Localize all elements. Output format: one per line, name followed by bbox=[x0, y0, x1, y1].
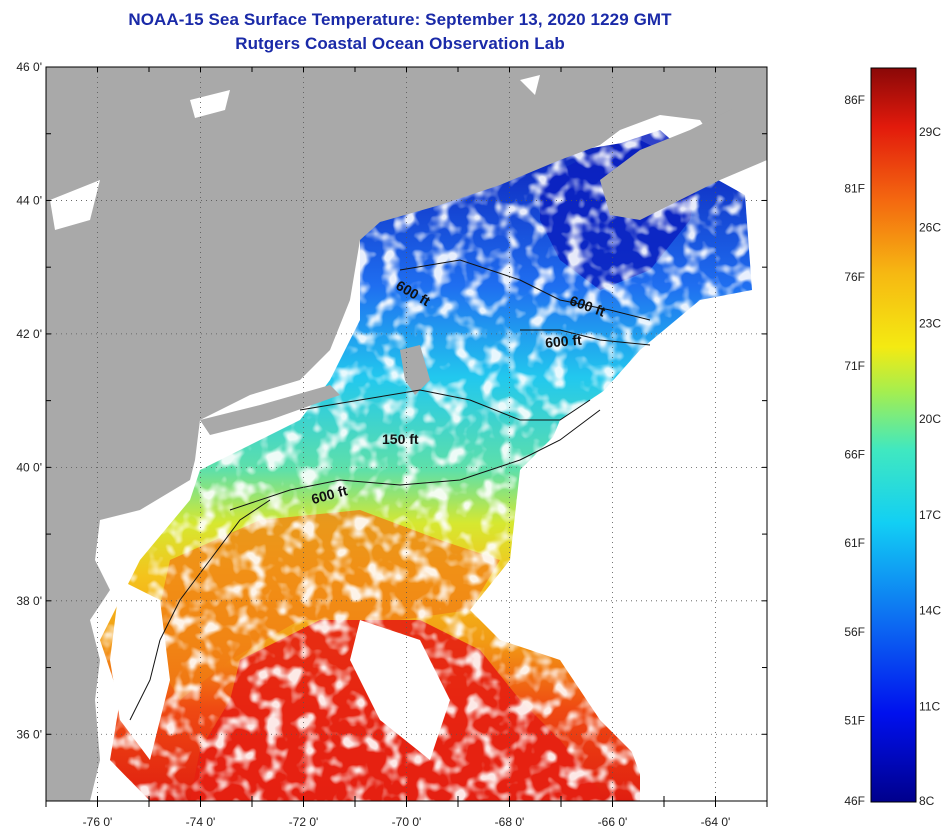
colorbar-fahrenheit-label: 71F bbox=[844, 359, 865, 373]
land-cape-cod bbox=[400, 345, 430, 395]
colorbar-celsius-label: 11C bbox=[919, 699, 940, 713]
colorbar-gradient bbox=[870, 67, 917, 803]
lat-label: 36 0' bbox=[16, 727, 42, 741]
colorbar-fahrenheit-label: 51F bbox=[844, 713, 865, 727]
lat-lon-grid bbox=[46, 67, 767, 801]
lon-label: -66 0' bbox=[598, 815, 628, 829]
map-subtitle: Rutgers Coastal Ocean Observation Lab bbox=[235, 34, 565, 53]
lat-label: 40 0' bbox=[16, 460, 42, 474]
lat-label: 38 0' bbox=[16, 594, 42, 608]
lon-label: -70 0' bbox=[392, 815, 422, 829]
depth-contours bbox=[129, 259, 651, 721]
lon-label: -64 0' bbox=[701, 815, 731, 829]
colorbar-fahrenheit-label: 76F bbox=[844, 270, 865, 284]
colorbar-fahrenheit-label: 86F bbox=[844, 93, 865, 107]
colorbar-fahrenheit-label: 81F bbox=[844, 182, 865, 196]
cloud-region-south bbox=[350, 620, 450, 760]
colorbar-celsius-label: 29C bbox=[919, 125, 941, 139]
lat-label: 44 0' bbox=[16, 193, 42, 207]
colorbar-labels: 86F 81F 76F 71F 66F 61F 56F 51F 46F 29C 26C 23C 20C 1… bbox=[844, 93, 941, 808]
axis-labels: 46 0' 44 0' 42 0' 40 0' 38 0' 36 0' -76 0' -74 … bbox=[16, 60, 768, 829]
land-us-east-coast bbox=[46, 67, 767, 801]
lat-label: 46 0' bbox=[16, 60, 42, 74]
lat-label: 42 0' bbox=[16, 327, 42, 341]
colorbar-celsius-label: 20C bbox=[919, 412, 941, 426]
lon-label: -72 0' bbox=[289, 815, 319, 829]
contour-label-600ft-c: 600 ft bbox=[544, 332, 582, 351]
lon-label: -74 0' bbox=[186, 815, 216, 829]
lon-label: -68 0' bbox=[495, 815, 525, 829]
land-long-island bbox=[200, 385, 340, 435]
land-nova-scotia bbox=[600, 100, 767, 220]
lon-label: -76 0' bbox=[83, 815, 113, 829]
map-title: NOAA-15 Sea Surface Temperature: Septemb… bbox=[128, 10, 672, 29]
colorbar-celsius-label: 14C bbox=[919, 604, 941, 618]
colorbar-fahrenheit-label: 61F bbox=[844, 536, 865, 550]
colorbar-fahrenheit-label: 66F bbox=[844, 448, 865, 462]
colorbar-fahrenheit-label: 46F bbox=[844, 794, 865, 808]
cloud-region-east bbox=[520, 350, 767, 801]
contour-label-150ft: 150 ft bbox=[382, 431, 419, 447]
colorbar-celsius-label: 23C bbox=[919, 316, 941, 330]
colorbar-fahrenheit-label: 56F bbox=[844, 625, 865, 639]
colorbar-celsius-label: 26C bbox=[919, 221, 941, 235]
colorbar-celsius-label: 17C bbox=[919, 508, 941, 522]
colorbar-celsius-label: 8C bbox=[919, 794, 935, 808]
cloud-region-coastal bbox=[110, 580, 170, 760]
